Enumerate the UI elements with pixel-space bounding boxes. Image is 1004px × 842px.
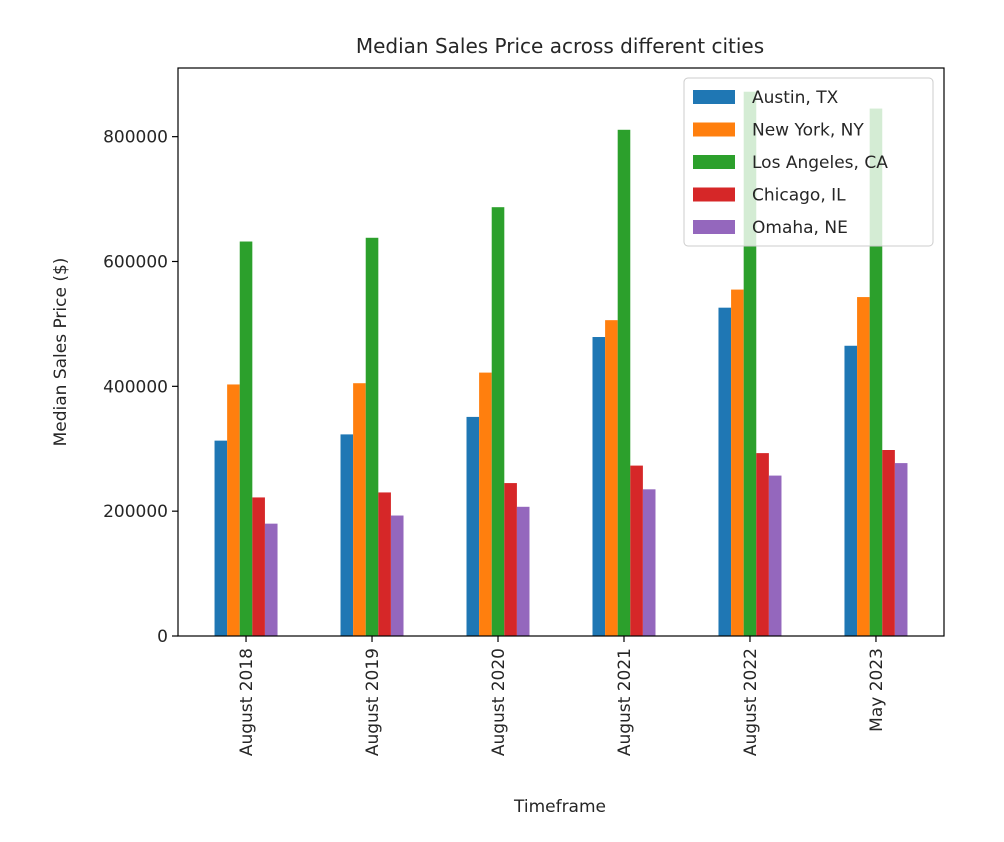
bar-omaha-ne-2 [516, 506, 530, 636]
legend: Austin, TX New York, NY Los Angeles, CA Chi… [683, 77, 934, 247]
legend-swatch-los-angeles-ca [693, 155, 735, 169]
bar-los-angeles-ca-0 [239, 241, 253, 636]
x-tick-label: August 2019 [363, 648, 383, 756]
bar-new-york-ny-3 [605, 320, 618, 636]
bar-omaha-ne-0 [264, 523, 278, 636]
x-tick-label: August 2018 [237, 648, 257, 756]
bar-austin-tx-4 [718, 307, 732, 636]
bar-austin-tx-3 [592, 337, 606, 636]
plot-frame [177, 67, 945, 637]
y-tick-label: 400000 [103, 377, 168, 397]
bar-omaha-ne-1 [390, 515, 404, 636]
legend-swatch-new-york-ny [693, 122, 735, 137]
legend-swatch-chicago-il [693, 187, 735, 202]
bar-chicago-il-5 [882, 450, 895, 636]
legend-label: Chicago, IL [752, 186, 846, 206]
y-axis: 0 200000 400000 600000 800000 [103, 128, 178, 647]
bar-chicago-il-0 [252, 497, 265, 636]
bar-los-angeles-ca-3 [617, 129, 631, 637]
legend-label: Los Angeles, CA [752, 153, 888, 173]
bar-omaha-ne-5 [894, 463, 908, 636]
legend-label: New York, NY [752, 121, 864, 141]
y-tick-label: 0 [157, 627, 168, 647]
y-tick-label: 200000 [103, 502, 168, 522]
bar-austin-tx-0 [214, 440, 228, 636]
bar-chicago-il-4 [756, 453, 769, 636]
legend-swatch-austin-tx [693, 90, 735, 104]
bar-austin-tx-2 [466, 416, 480, 636]
bar-new-york-ny-0 [227, 384, 240, 636]
bar-chicago-il-3 [630, 465, 643, 636]
bar-omaha-ne-4 [768, 475, 782, 636]
y-tick-label: 800000 [103, 128, 168, 148]
x-tick-label: August 2022 [741, 648, 761, 756]
x-tick-label: May 2023 [867, 648, 887, 732]
legend-swatch-omaha-ne [693, 220, 735, 234]
y-axis-label: Median Sales Price ($) [51, 258, 71, 447]
legend-frame [683, 77, 934, 247]
legend-label: Austin, TX [752, 88, 839, 108]
chart-title: Median Sales Price across different citi… [356, 34, 764, 58]
x-axis-label: Timeframe [513, 797, 606, 817]
bar-new-york-ny-1 [353, 383, 366, 636]
bar-austin-tx-5 [844, 345, 858, 636]
legend-label: Omaha, NE [752, 218, 848, 238]
x-axis: August 2018 August 2019 August 2020 August … [237, 636, 887, 756]
x-tick-label: August 2021 [615, 648, 635, 756]
bars-group [214, 91, 908, 637]
x-tick-label: August 2020 [489, 648, 509, 756]
bar-new-york-ny-5 [857, 297, 870, 636]
bar-omaha-ne-3 [642, 489, 656, 636]
bar-new-york-ny-4 [731, 289, 744, 636]
bar-new-york-ny-2 [479, 372, 492, 636]
y-tick-label: 600000 [103, 252, 168, 272]
bar-chicago-il-2 [504, 483, 517, 636]
bar-los-angeles-ca-1 [365, 237, 379, 636]
bar-austin-tx-1 [340, 434, 354, 636]
bar-chicago-il-1 [378, 492, 391, 636]
bar-los-angeles-ca-2 [491, 207, 505, 636]
